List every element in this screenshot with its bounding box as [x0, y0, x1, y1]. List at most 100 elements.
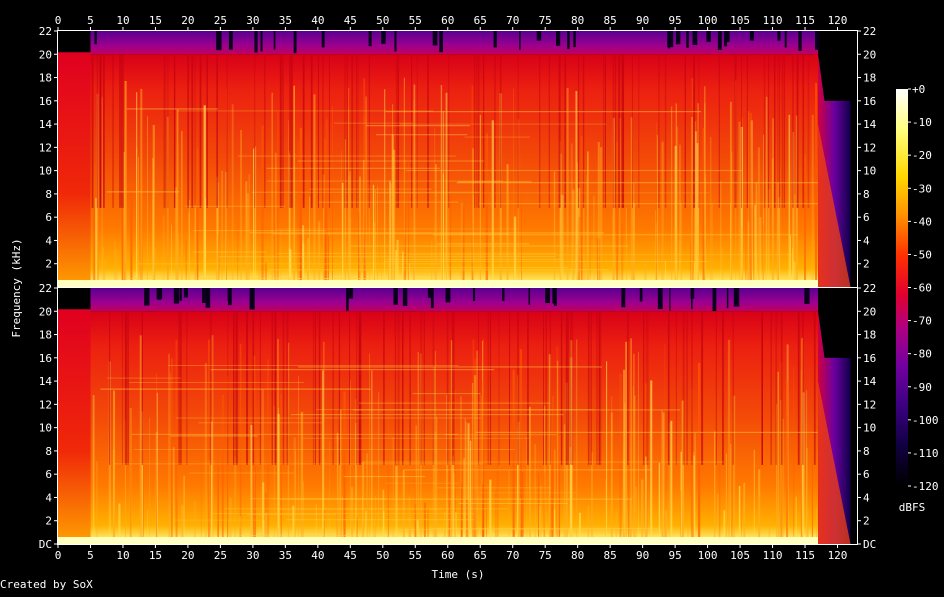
quiet-streak	[494, 54, 496, 208]
y-tick-label-left: 2	[45, 515, 52, 528]
transient-streak	[141, 411, 143, 544]
transient-streak	[624, 403, 626, 544]
upper-band-gap	[502, 288, 505, 301]
transient-streak	[777, 371, 779, 544]
y-tick-label-left: 20	[39, 305, 52, 318]
quiet-streak	[127, 311, 129, 465]
transient-streak	[264, 492, 267, 544]
quiet-streak	[539, 54, 541, 208]
transient-streak	[226, 89, 227, 287]
transient-streak	[343, 391, 346, 544]
upper-band-gap	[519, 31, 521, 50]
transient-streak	[413, 100, 415, 287]
harmonic-line	[475, 431, 819, 433]
transient-streak	[592, 195, 596, 287]
quiet-streak	[290, 54, 293, 208]
transient-streak	[369, 353, 371, 544]
upper-band-gap	[723, 31, 728, 47]
transient-streak	[341, 183, 344, 287]
transient-streak	[349, 171, 352, 287]
transient-streak	[431, 240, 433, 287]
quiet-streak	[446, 311, 449, 465]
transient-streak	[623, 469, 625, 544]
quiet-streak	[349, 311, 351, 465]
harmonic-line	[218, 256, 556, 258]
transient-streak	[295, 451, 297, 544]
quiet-streak	[570, 311, 572, 465]
transient-streak	[576, 162, 578, 287]
transient-streak	[517, 421, 520, 544]
transient-streak	[258, 260, 261, 287]
harmonic-line	[343, 476, 425, 478]
quiet-streak	[279, 54, 282, 208]
transient-streak	[227, 376, 229, 544]
transient-streak	[221, 394, 224, 544]
quiet-streak	[303, 54, 305, 208]
transient-streak	[630, 338, 632, 544]
transient-streak	[253, 148, 255, 287]
transient-streak	[517, 425, 518, 544]
transient-streak	[348, 108, 350, 287]
transient-streak	[166, 116, 169, 287]
colorbar-tick-label: +0	[912, 83, 925, 96]
upper-band-gap	[94, 31, 97, 45]
transient-streak	[264, 512, 268, 544]
upper-band-gap	[717, 31, 722, 50]
transient-streak	[329, 441, 331, 544]
transient-streak	[396, 239, 399, 287]
quiet-streak	[761, 311, 763, 465]
upper-band-gap	[667, 31, 674, 48]
harmonic-line	[385, 482, 459, 484]
upper-band-gap	[173, 288, 180, 304]
transient-streak	[747, 221, 750, 287]
transient-streak	[448, 162, 450, 287]
harmonic-line	[352, 409, 681, 411]
transient-streak	[693, 455, 695, 544]
transient-streak	[553, 171, 556, 287]
transient-streak	[771, 158, 774, 287]
transient-streak	[616, 141, 619, 287]
transient-streak	[408, 517, 412, 544]
transient-streak	[217, 429, 219, 544]
y-tick-label-right: 4	[863, 234, 870, 247]
harmonic-line	[456, 182, 819, 184]
quiet-streak	[271, 311, 274, 465]
x-tick-label-top: 80	[571, 14, 584, 27]
colorbar-tick-label: -40	[912, 215, 932, 228]
upper-band-gap	[472, 288, 476, 301]
transient-streak	[261, 389, 264, 544]
y-tick-label-right: 20	[863, 48, 876, 61]
colorbar	[896, 89, 908, 486]
transient-streak	[277, 408, 280, 544]
x-tick-label-top: 25	[214, 14, 227, 27]
transient-streak	[622, 459, 626, 544]
transient-streak	[786, 381, 789, 544]
harmonic-line	[383, 261, 710, 263]
y-tick-label-left: 6	[45, 211, 52, 224]
transient-streak	[753, 216, 756, 287]
transient-streak	[474, 375, 477, 544]
y-tick-label-left: 8	[45, 445, 52, 458]
quiet-streak	[722, 311, 724, 465]
transient-streak	[415, 425, 417, 544]
transient-streak	[101, 97, 103, 287]
transient-streak	[720, 181, 722, 287]
transient-streak	[745, 166, 746, 287]
transient-streak	[538, 472, 540, 544]
transient-streak	[240, 129, 242, 287]
transient-streak	[372, 184, 375, 287]
transient-streak	[717, 493, 719, 544]
transient-streak	[239, 516, 242, 544]
transient-streak	[444, 511, 446, 544]
x-tick-label-bottom: 15	[149, 549, 162, 562]
x-tick-label-top: 35	[279, 14, 292, 27]
transient-streak	[363, 78, 365, 287]
transient-streak	[765, 207, 767, 287]
transient-streak	[211, 421, 213, 544]
x-tick-label-top: 115	[795, 14, 815, 27]
transient-streak	[776, 403, 778, 544]
harmonic-line	[137, 263, 442, 265]
quiet-streak	[121, 54, 124, 208]
transient-streak	[462, 206, 465, 287]
transient-streak	[559, 153, 562, 287]
